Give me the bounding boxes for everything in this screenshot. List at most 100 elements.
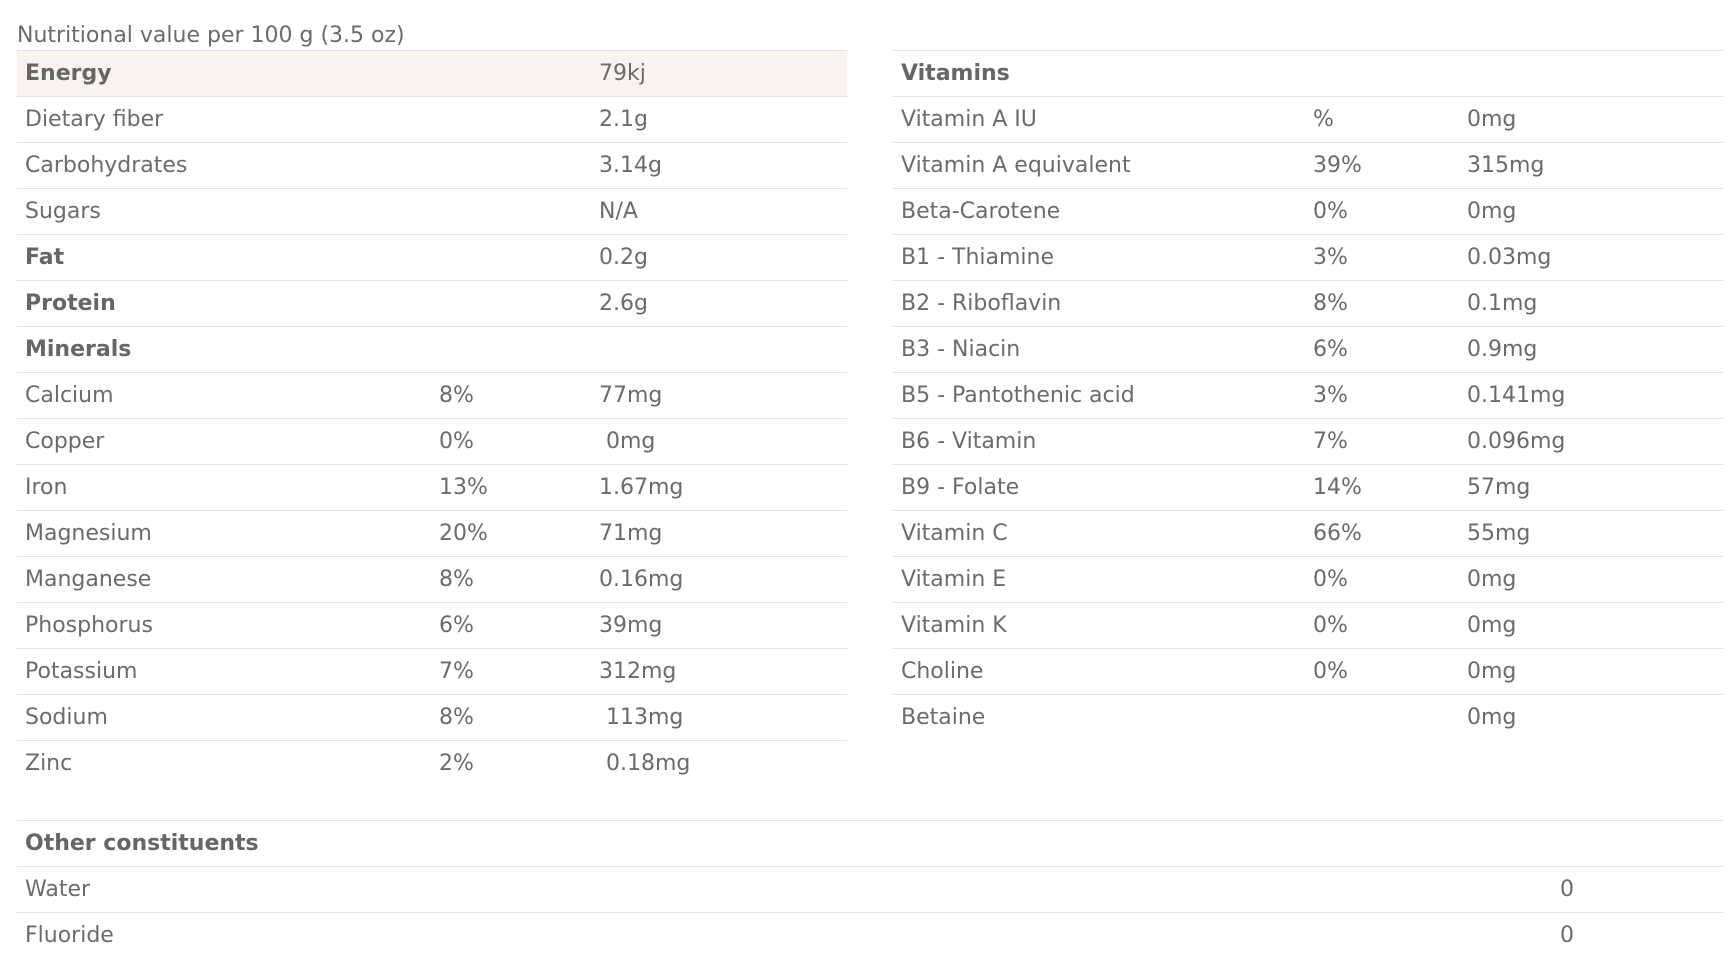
daily-value-percent: 8% [439,705,474,730]
table-row-manganese: Manganese 8% 0.16mg [17,556,847,602]
table-row-phosphorus: Phosphorus 6% 39mg [17,602,847,648]
table-row-vitamin-e: Vitamin E 0% 0mg [893,556,1723,602]
nutrient-name: Carbohydrates [25,153,188,178]
daily-value-percent: 7% [439,659,474,684]
nutrient-amount: 0.141mg [1467,383,1566,408]
nutrient-amount: 315mg [1467,153,1545,178]
table-row-minerals: Minerals [17,326,847,372]
nutrients-minerals-table: Energy 79kj Dietary fiber 2.1g Carbohydrates… [17,50,847,786]
daily-value-percent: 8% [439,567,474,592]
nutrient-name: Iron [25,475,68,500]
nutrient-name: Energy [25,61,112,86]
daily-value-percent: 14% [1313,475,1362,500]
nutrient-name: Sugars [25,199,101,224]
table-row-fat: Fat 0.2g [17,234,847,280]
table-row-carbohydrates: Carbohydrates 3.14g [17,142,847,188]
nutrient-name: Vitamin C [901,521,1008,546]
nutrient-amount: 312mg [599,659,677,684]
nutrient-name: Vitamin E [901,567,1007,592]
table-row-vitamin-a-iu: Vitamin A IU% 0mg [893,96,1723,142]
table-row-dietary-fiber: Dietary fiber 2.1g [17,96,847,142]
table-row-copper: Copper 0% 0mg [17,418,847,464]
daily-value-percent: 6% [439,613,474,638]
table-row-iron: Iron 13% 1.67mg [17,464,847,510]
nutrient-amount: 113mg [606,705,684,730]
daily-value-percent: 6% [1313,337,1348,362]
table-row-sugars: Sugars N/A [17,188,847,234]
table-row-magnesium: Magnesium 20% 71mg [17,510,847,556]
nutrient-amount: N/A [599,199,638,224]
nutrient-name: Phosphorus [25,613,153,638]
table-row-protein: Protein 2.6g [17,280,847,326]
constituent-value: 0 [1560,923,1574,948]
table-row-b2-riboflavin: B2 - Riboflavin 8% 0.1mg [893,280,1723,326]
nutrient-amount: 0mg [606,429,656,454]
nutrient-name: Beta-Carotene [901,199,1061,224]
constituent-value: 0 [1560,877,1574,902]
daily-value-percent: 2% [439,751,474,776]
nutrient-amount: 77mg [599,383,663,408]
nutrient-name: Potassium [25,659,138,684]
nutrient-name: Protein [25,291,116,316]
nutrient-name: Copper [25,429,105,454]
nutrient-name: Fluoride [25,923,114,948]
table-row-vitamin-k: Vitamin K 0% 0mg [893,602,1723,648]
nutrient-name: Other constituents [25,831,259,856]
table-row-b5-pantothenic-acid: B5 - Pantothenic acid 3% 0.141mg [893,372,1723,418]
nutrient-amount: 2.1g [599,107,648,132]
nutrient-name: Minerals [25,337,132,362]
nutrient-name: Manganese [25,567,152,592]
nutrient-amount: 55mg [1467,521,1531,546]
nutrient-name: Vitamin A IU [901,107,1037,132]
vitamins-table: Vitamins Vitamin A IU% 0mg Vitamin A equiva… [893,50,1723,740]
nutrient-name: Choline [901,659,984,684]
daily-value-percent: % [1313,107,1334,132]
daily-value-percent: 13% [439,475,488,500]
table-row-betaine: Betaine 0mg [893,694,1723,740]
nutrient-amount: 39mg [599,613,663,638]
table-row-water: Water 0 [17,866,1723,912]
table-row-b3-niacin: B3 - Niacin 6% 0.9mg [893,326,1723,372]
nutrient-amount: 0mg [1467,567,1517,592]
nutrient-name: B1 - Thiamine [901,245,1055,270]
nutrient-amount: 0mg [1467,659,1517,684]
nutrient-name: Magnesium [25,521,152,546]
table-row-beta-carotene: Beta-Carotene 0% 0mg [893,188,1723,234]
table-row-b6-vitamin: B6 - Vitamin 7% 0.096mg [893,418,1723,464]
table-row-potassium: Potassium 7% 312mg [17,648,847,694]
daily-value-percent: 7% [1313,429,1348,454]
daily-value-percent: 0% [1313,613,1348,638]
table-row-other-constituents: Other constituents [17,820,1723,866]
daily-value-percent: 0% [439,429,474,454]
nutrient-amount: 0.096mg [1467,429,1566,454]
nutrient-name: Sodium [25,705,108,730]
nutrient-name: B9 - Folate [901,475,1020,500]
daily-value-percent: 3% [1313,383,1348,408]
nutrient-name: Dietary fiber [25,107,164,132]
daily-value-percent: 8% [1313,291,1348,316]
daily-value-percent: 3% [1313,245,1348,270]
table-caption: Nutritional value per 100 g (3.5 oz) [17,23,405,48]
nutrient-name: B3 - Niacin [901,337,1021,362]
other-constituents-table: Other constituents Water 0 Fluoride 0 [17,820,1723,958]
table-row-vitamins: Vitamins [893,50,1723,96]
table-row-zinc: Zinc 2% 0.18mg [17,740,847,786]
table-row-choline: Choline 0% 0mg [893,648,1723,694]
daily-value-percent: 0% [1313,567,1348,592]
nutrient-amount: 0.1mg [1467,291,1538,316]
nutrient-name: Calcium [25,383,114,408]
table-row-b1-thiamine: B1 - Thiamine 3% 0.03mg [893,234,1723,280]
table-row-b9-folate: B9 - Folate 14% 57mg [893,464,1723,510]
nutrient-amount: 1.67mg [599,475,684,500]
daily-value-percent: 39% [1313,153,1362,178]
nutrient-amount: 0.18mg [606,751,691,776]
daily-value-percent: 66% [1313,521,1362,546]
nutrient-name: B5 - Pantothenic acid [901,383,1135,408]
table-row-vitamin-a-equivalent: Vitamin A equivalent 39% 315mg [893,142,1723,188]
nutrient-amount: 0.03mg [1467,245,1552,270]
nutrient-amount: 3.14g [599,153,662,178]
nutrient-amount: 71mg [599,521,663,546]
daily-value-percent: 0% [1313,659,1348,684]
nutrient-name: B2 - Riboflavin [901,291,1062,316]
nutrient-amount: 0mg [1467,613,1517,638]
